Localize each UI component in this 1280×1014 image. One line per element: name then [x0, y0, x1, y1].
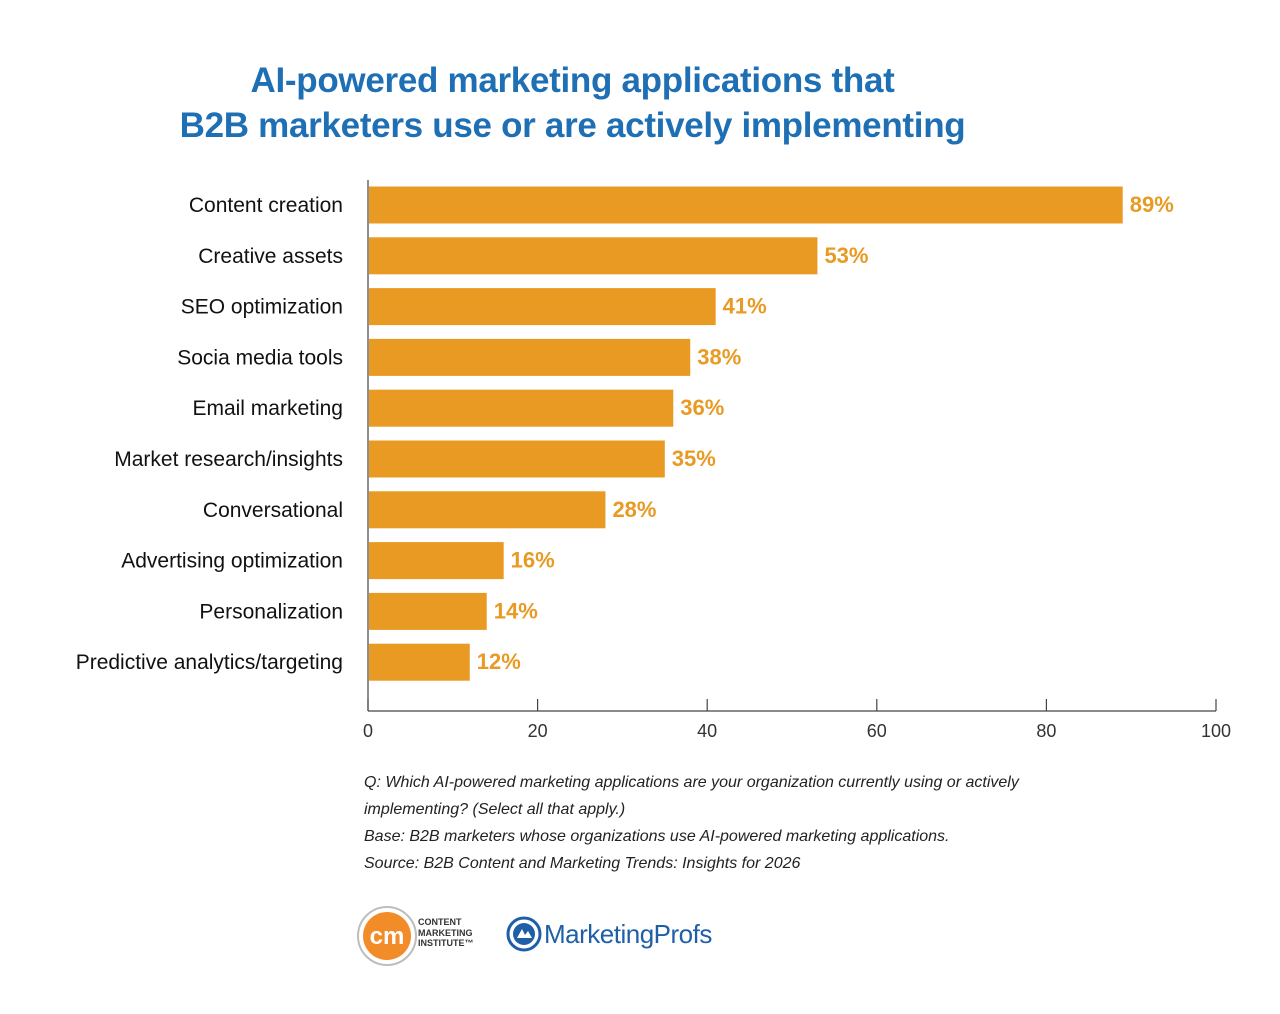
bar — [369, 237, 818, 275]
cmi-logo-mark: cm — [370, 923, 405, 950]
question-line2: implementing? (Select all that apply.) — [364, 801, 626, 818]
bar — [369, 440, 665, 478]
cmi-logo-icon: cm — [357, 906, 417, 966]
category-label: Predictive analytics/targeting — [76, 651, 343, 674]
logos: cm CONTENT MARKETING INSTITUTE™ Marketin… — [356, 905, 776, 969]
value-label: 12% — [477, 649, 521, 674]
marketingprofs-logo-icon — [506, 916, 542, 952]
category-label: Personalization — [199, 600, 343, 623]
chart-title: AI-powered marketing applications that B… — [0, 58, 1145, 148]
value-label: 41% — [723, 294, 767, 319]
x-tick-label: 60 — [867, 721, 887, 741]
marketingprofs-logo-text: MarketingProfs — [544, 919, 712, 949]
x-tick-label: 0 — [363, 721, 373, 741]
cmi-line2: MARKETING — [418, 927, 473, 938]
cmi-line3: INSTITUTE™ — [418, 938, 474, 948]
category-label: Content creation — [189, 194, 343, 217]
value-label: 14% — [494, 598, 538, 623]
category-label: Market research/insights — [114, 448, 343, 471]
category-label: Socia media tools — [177, 346, 343, 369]
cmi-logo-text: CONTENT MARKETING INSTITUTE™ — [418, 917, 474, 949]
x-tick-label: 100 — [1201, 721, 1231, 741]
bar — [369, 389, 674, 427]
category-label: SEO optimization — [181, 296, 343, 319]
value-label: 38% — [697, 344, 741, 369]
value-label: 36% — [680, 395, 724, 420]
value-label: 89% — [1130, 192, 1174, 217]
footnotes: Q: Which AI-powered marketing applicatio… — [364, 769, 1184, 877]
value-label: 28% — [612, 497, 656, 522]
bar — [369, 491, 606, 529]
value-label: 35% — [672, 446, 716, 471]
cmi-line1: CONTENT — [418, 917, 462, 927]
category-label: Email marketing — [192, 397, 343, 420]
chart-title-line1: AI-powered marketing applications that — [250, 61, 895, 100]
x-tick-label: 40 — [697, 721, 717, 741]
base-note: Base: B2B marketers whose organizations … — [364, 828, 950, 845]
category-label: Conversational — [203, 499, 343, 522]
value-label: 53% — [824, 243, 868, 268]
value-label: 16% — [511, 548, 555, 573]
bar — [369, 186, 1123, 224]
bar — [369, 592, 487, 630]
question-line1: Q: Which AI-powered marketing applicatio… — [364, 774, 1019, 791]
bar-chart: Content creation 89% Creative assets 53% SEO… — [76, 180, 1231, 741]
bar — [369, 338, 691, 376]
category-label: Creative assets — [198, 245, 343, 268]
bar — [369, 643, 470, 681]
bar — [369, 288, 716, 326]
chart-title-line2: B2B marketers use or are actively implem… — [179, 106, 966, 145]
category-label: Advertising optimization — [121, 550, 343, 573]
x-tick-label: 20 — [528, 721, 548, 741]
source-note: Source: B2B Content and Marketing Trends… — [364, 855, 801, 872]
x-tick-label: 80 — [1036, 721, 1056, 741]
bar — [369, 542, 504, 580]
